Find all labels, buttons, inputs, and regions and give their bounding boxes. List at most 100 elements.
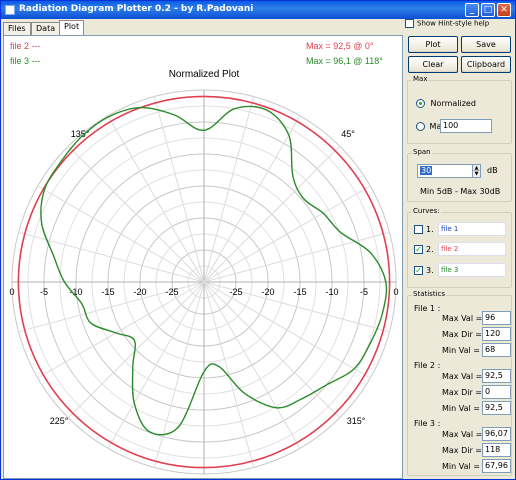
grid-spoke [107,281,205,449]
span-range-text: Min 5dB - Max 30dB [420,187,501,196]
series-file-2-curve [17,95,391,469]
tick-label-right: -10 [325,287,338,297]
curve-2-num: 2. [426,245,434,254]
curve-item-3[interactable]: ✓ 3. [414,266,434,275]
stats-file-2-maxdir[interactable]: 0 [482,385,511,399]
curve-3-name[interactable]: file 3 [438,263,506,277]
grid-spoke [153,96,205,283]
stats-file-2-minval-label: Min Val = [442,404,480,413]
grid-spoke [18,281,205,333]
angle-label-225: 225° [50,416,69,426]
span-unit: dB [487,166,498,175]
max-radio[interactable] [416,122,425,131]
stats-file-3-maxdir[interactable]: 118 [482,443,511,457]
max-group-legend: Max [412,75,429,83]
tick-label-left: -25 [165,287,178,297]
tab-files[interactable]: Files [3,22,31,35]
stats-file-1-minval[interactable]: 68 [482,343,511,357]
curves-group-legend: Curves: [412,207,441,215]
curve-1-num: 1. [426,225,434,234]
grid-spoke [18,231,205,283]
grid-spoke [67,281,205,419]
clear-button[interactable]: Clear [408,56,458,73]
stats-file-3-minval[interactable]: 67,96 [482,459,511,473]
grid-spoke [203,281,371,379]
clipboard-button[interactable]: Clipboard [461,56,511,73]
tick-label-left: -20 [133,287,146,297]
statistics-group: Statistics File 1 : Max Val = 96 Max Dir… [407,290,512,476]
hint-toggle[interactable]: Show Hint-style help [405,19,515,31]
series-file-3-curve [40,105,388,436]
stats-file-1-maxval[interactable]: 96 [482,311,511,325]
curve-1-name[interactable]: file 1 [438,222,506,236]
span-input[interactable]: 30 [417,164,473,178]
maximize-button[interactable]: □ [481,3,495,17]
tick-label-left: 0 [9,287,14,297]
grid-spoke [203,96,255,283]
save-button[interactable]: Save [461,36,511,53]
tick-label-right: -20 [261,287,274,297]
normalized-radio[interactable] [416,99,425,108]
window-title: Radiation Diagram Plotter 0.2 - by R.Pad… [19,4,254,14]
curve-2-name[interactable]: file 2 [438,242,506,256]
statistics-legend: Statistics [412,290,446,298]
angle-label-315: 315° [347,416,366,426]
tab-plot[interactable]: Plot [59,20,85,35]
grid-spoke [37,281,205,379]
stats-file-3-minval-label: Min Val = [442,462,480,471]
angle-label-45: 45° [341,129,355,139]
tab-data[interactable]: Data [31,22,61,35]
plot-button[interactable]: Plot [408,36,458,53]
app-icon [5,5,15,15]
chart-title: Normalized Plot [169,69,240,80]
grid-spoke [153,281,205,468]
stats-file-2-maxval-label: Max Val = [442,372,483,381]
span-spinner[interactable]: ▲ ▼ [472,164,481,178]
tick-label-right: 0 [393,287,398,297]
grid-spoke [203,231,390,283]
max-value-input[interactable]: 100 [440,119,492,133]
normalized-option[interactable]: Normalized [416,99,476,108]
curve-item-2[interactable]: ✓ 2. [414,245,434,254]
grid-spoke [37,185,205,283]
stats-file-2-maxval[interactable]: 92,5 [482,369,511,383]
minimize-button[interactable]: _ [465,3,479,17]
tick-label-right: -25 [229,287,242,297]
plot-panel: file 2 --- file 3 --- Max = 92,5 @ 0° Ma… [3,35,403,479]
max-option[interactable]: Max [416,122,446,131]
close-button[interactable]: ✕ [497,3,511,17]
stats-file-1-maxdir[interactable]: 120 [482,327,511,341]
grid-spoke [203,145,341,283]
curve-3-checkbox[interactable]: ✓ [414,266,423,275]
stats-file-3-maxval[interactable]: 96,07 [482,427,511,441]
stats-file-2-maxdir-label: Max Dir = [442,388,482,397]
stats-file-3-label: File 3 : [414,419,441,428]
grid-spoke [203,281,255,468]
curve-2-checkbox[interactable]: ✓ [414,245,423,254]
spin-down-icon[interactable]: ▼ [474,171,479,177]
max-readout-file-3: Max = 96,1 @ 118° [306,56,383,66]
grid-spoke [203,281,301,449]
curve-1-checkbox[interactable] [414,225,423,234]
curve-item-1[interactable]: 1. [414,225,434,234]
normalized-label: Normalized [430,99,476,108]
curves-group: Curves: 1. file 1 ✓ 2. file 2 ✓ 3. file 3 [407,207,512,288]
stats-file-2-minval[interactable]: 92,5 [482,401,511,415]
plot-curves [17,95,391,469]
hint-label: Show Hint-style help [417,19,490,28]
grid-spoke [67,145,205,283]
hint-checkbox[interactable] [405,19,414,28]
grid-spoke [203,281,341,419]
grid-spoke [107,115,205,283]
stats-file-1-maxval-label: Max Val = [442,314,483,323]
tick-label-right: -5 [360,287,368,297]
stats-file-2-label: File 2 : [414,361,441,370]
legend-file-2: file 2 --- [10,41,41,51]
tick-label-left: -15 [101,287,114,297]
spin-up-icon[interactable]: ▲ [473,165,480,171]
span-value: 30 [420,166,433,175]
grid-spoke [203,281,390,333]
title-bar[interactable]: Radiation Diagram Plotter 0.2 - by R.Pad… [1,1,515,19]
grid-spoke [203,185,371,283]
